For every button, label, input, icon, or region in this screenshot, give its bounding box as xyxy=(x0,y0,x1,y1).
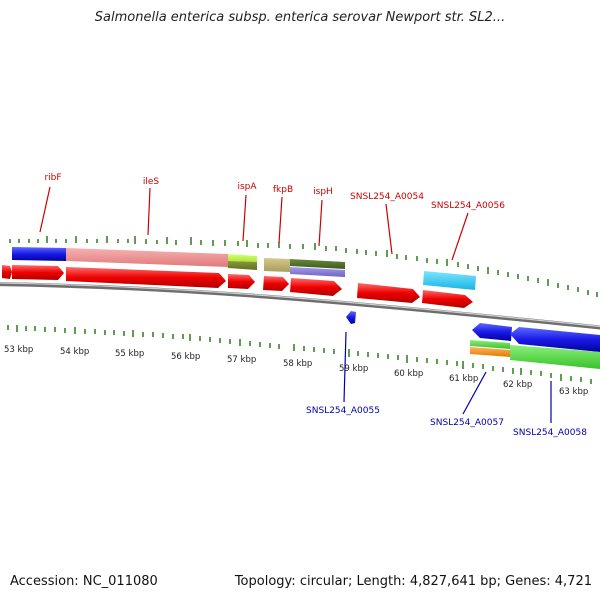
gene-label-A0054: SNSL254_A0054 xyxy=(350,192,424,202)
gene-label-A0057: SNSL254_A0057 xyxy=(430,418,504,428)
length-value: 4,827,641 bp xyxy=(409,574,497,589)
arrow-gene-ileS xyxy=(66,267,226,288)
feature-ribF xyxy=(12,247,66,261)
topology-value: circular xyxy=(299,574,348,589)
forward-gene-arrows xyxy=(2,265,473,308)
gene-label-ispA: ispA xyxy=(237,182,257,192)
genes-label: Genes: xyxy=(505,574,551,589)
arrow-gene-ispH xyxy=(290,278,342,296)
kbp-label: 57 kbp xyxy=(227,355,256,365)
feature-ispH-lower xyxy=(290,267,345,277)
gene-label-A0058: SNSL254_A0058 xyxy=(513,428,587,438)
feature-fkpB xyxy=(264,258,290,272)
length-label: Length: xyxy=(356,574,406,589)
kbp-label: 54 kbp xyxy=(60,347,89,357)
arrow-gene-1 xyxy=(2,265,12,279)
kbp-label: 60 kbp xyxy=(394,369,423,379)
arrow-gene-ispA xyxy=(228,274,255,289)
feature-A0058-green xyxy=(510,345,600,369)
kbp-label: 61 kbp xyxy=(449,374,478,384)
feature-ispH-upper xyxy=(290,259,345,269)
gene-label-ileS: ileS xyxy=(143,177,160,187)
kbp-label: 53 kbp xyxy=(4,345,33,355)
accession-value: NC_011080 xyxy=(82,574,158,589)
feature-row-top xyxy=(12,247,476,290)
arrow-gene-A0055 xyxy=(346,311,356,324)
gene-label-ribF: ribF xyxy=(44,173,61,183)
gene-label-ispH: ispH xyxy=(313,187,333,197)
kbp-label: 55 kbp xyxy=(115,349,144,359)
feature-A0057-orange xyxy=(470,347,510,357)
kbp-label: 62 kbp xyxy=(503,380,532,390)
arrow-gene-2 xyxy=(12,265,64,280)
genes-value: 4,721 xyxy=(554,574,592,589)
feature-ispA-lower xyxy=(228,261,257,270)
bottom-leader-lines xyxy=(343,331,552,423)
kbp-label: 56 kbp xyxy=(171,352,200,362)
bottom-gene-labels: SNSL254_A0055 SNSL254_A0057 SNSL254_A005… xyxy=(306,406,587,438)
topology-label: Topology: xyxy=(234,574,296,589)
genome-summary: Topology: circular; Length: 4,827,641 bp… xyxy=(234,574,592,589)
accession-label: Accession: xyxy=(10,574,79,589)
outer-tick-row xyxy=(9,236,598,297)
arrow-gene-fkpB xyxy=(263,276,289,291)
reverse-gene-arrows xyxy=(346,311,600,369)
feature-A0057-green xyxy=(470,340,510,349)
kbp-label: 63 kbp xyxy=(559,387,588,397)
map-title: Salmonella enterica subsp. enterica sero… xyxy=(94,10,506,25)
kbp-label: 59 kbp xyxy=(339,364,368,374)
arrow-gene-A0054 xyxy=(357,283,420,303)
feature-ispA-upper xyxy=(228,254,257,262)
gene-label-A0056: SNSL254_A0056 xyxy=(431,201,505,211)
inner-tick-row xyxy=(7,325,592,384)
feature-ileS xyxy=(66,248,228,267)
gene-label-A0055: SNSL254_A0055 xyxy=(306,406,380,416)
kbp-labels: 53 kbp 54 kbp 55 kbp 56 kbp 57 kbp 58 kb… xyxy=(4,345,588,397)
accession-info: Accession: NC_011080 xyxy=(10,574,158,589)
kbp-label: 58 kbp xyxy=(283,359,312,369)
genome-backbone xyxy=(0,282,600,330)
arrow-gene-A0056 xyxy=(422,290,473,308)
feature-A0056 xyxy=(423,271,476,290)
arrow-gene-blue-2 xyxy=(510,327,600,352)
gene-label-fkpB: fkpB xyxy=(273,185,293,195)
top-gene-labels: ribF ileS ispA fkpB ispH SNSL254_A0054 S… xyxy=(44,173,505,211)
top-leader-lines xyxy=(39,186,469,261)
arrow-gene-blue-1 xyxy=(472,323,512,341)
